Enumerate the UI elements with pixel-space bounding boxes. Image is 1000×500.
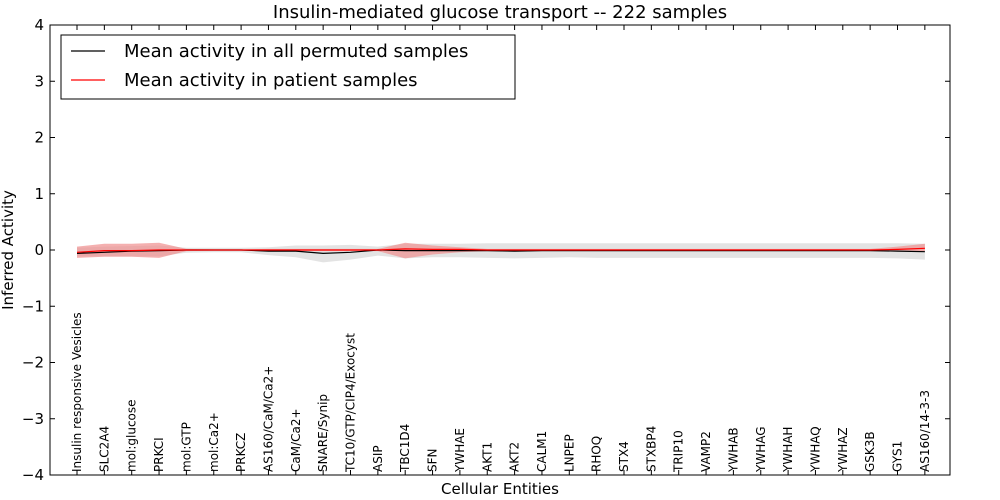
x-tick-label: YWHAQ (809, 426, 823, 473)
series-line-1 (76, 247, 925, 253)
y-tick-label: −2 (22, 354, 44, 372)
y-axis-label: Inferred Activity (0, 190, 17, 310)
confidence-band-0 (77, 243, 925, 263)
x-tick-label: Insulin responsive Vesicles (70, 312, 84, 472)
x-tick-label: STX4 (617, 441, 631, 472)
x-tick-label: GSK3B (863, 431, 877, 472)
x-tick-label: SNARE/Synip (316, 394, 330, 472)
x-tick-label: AS160/14-3-3 (918, 390, 932, 472)
x-tick-label: AKT2 (508, 442, 522, 472)
x-tick-label: mol:Ca2+ (207, 412, 221, 472)
x-tick-label: AS160/CaM/Ca2+ (262, 366, 276, 472)
x-axis-label: Cellular Entities (441, 480, 559, 498)
x-tick-label: SFN (426, 449, 440, 473)
legend-box (60, 34, 516, 100)
legend: Mean activity in all permuted samples Me… (60, 34, 516, 100)
x-tick-label: STXBP4 (644, 426, 658, 472)
legend-label-patient: Mean activity in patient samples (124, 70, 418, 91)
x-tick-label: YWHAG (754, 426, 768, 473)
y-tick-label: 3 (34, 72, 44, 90)
x-tick-label: mol:glucose (125, 399, 139, 472)
y-tick-label: 0 (34, 241, 44, 259)
y-tick-label: 4 (34, 16, 44, 34)
chart-title: Insulin-mediated glucose transport -- 22… (273, 2, 727, 23)
x-tick-label: TBC1D4 (398, 424, 412, 473)
x-tick-label: SLC2A4 (97, 426, 111, 472)
x-tick-label: AKT1 (480, 442, 494, 472)
x-tick-label: CALM1 (535, 431, 549, 472)
y-tick-label: −3 (22, 410, 44, 428)
legend-label-permuted: Mean activity in all permuted samples (124, 41, 468, 62)
x-tick-label: LNPEP (562, 434, 576, 472)
x-tick-label: ASIP (371, 445, 385, 472)
confidence-bands (77, 242, 925, 263)
y-tick-label: −4 (22, 466, 44, 484)
y-tick-label: 1 (34, 185, 44, 203)
series-lines (76, 247, 925, 255)
x-tick-label: TC10/GTP/CIP4/Exocyst (344, 333, 358, 473)
x-tick-label: YWHAZ (836, 427, 850, 473)
y-tick-label: −1 (22, 297, 44, 315)
y-tick-label: 2 (34, 129, 44, 147)
x-tick-label: TRIP10 (672, 430, 686, 473)
x-tick-label: YWHAE (453, 428, 467, 473)
x-axis: Insulin responsive Vesicles SLC2A4 mol:glu… (70, 25, 932, 475)
x-tick-label: PRKCZ (234, 433, 248, 472)
x-tick-label: YWHAB (726, 427, 740, 473)
y-axis: −4 −3 −2 −1 0 1 2 3 4 (22, 16, 950, 484)
x-tick-label: YWHAH (781, 427, 795, 473)
x-tick-label: PRKCI (152, 437, 166, 472)
x-tick-label: RHOQ (590, 436, 604, 472)
x-tick-label: VAMP2 (699, 431, 713, 472)
x-tick-label: mol:GTP (179, 422, 193, 472)
x-tick-label: CaM/Ca2+ (289, 408, 303, 472)
x-tick-label: GYS1 (891, 441, 905, 472)
